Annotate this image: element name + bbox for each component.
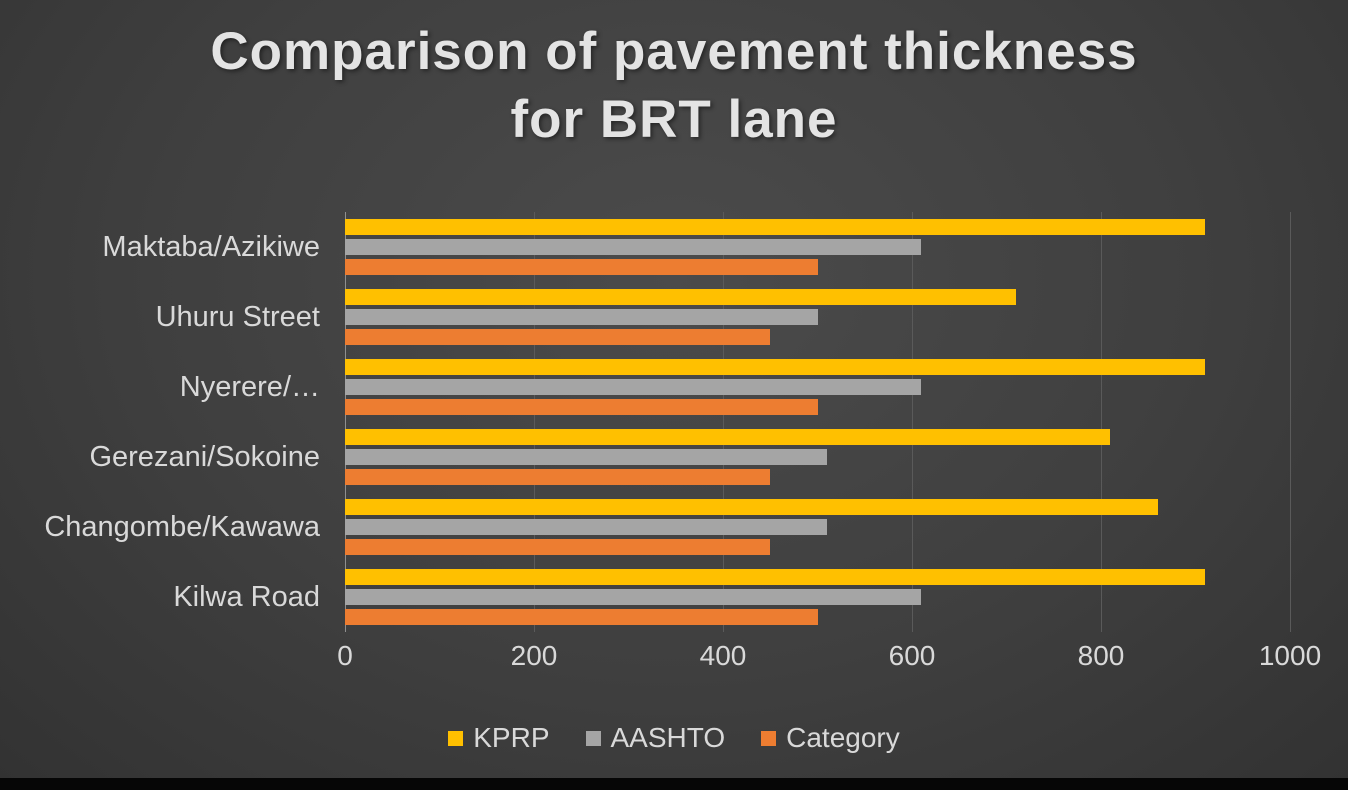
gridline — [723, 212, 724, 632]
bar-aashto — [345, 589, 922, 605]
bar-kprp — [345, 569, 1205, 585]
bar-kprp — [345, 359, 1205, 375]
bar-group — [345, 422, 1290, 492]
legend: KPRP AASHTO Category — [0, 722, 1348, 754]
x-tick-label: 200 — [510, 640, 558, 671]
bar-aashto — [345, 519, 827, 535]
category-label: Uhuru Street — [155, 300, 320, 333]
bar-kprp — [345, 429, 1111, 445]
bar-groups — [345, 212, 1290, 632]
plot-area — [345, 212, 1291, 632]
bar-kprp — [345, 289, 1016, 305]
category-label: Kilwa Road — [173, 580, 320, 613]
bottom-black-strip — [0, 778, 1348, 790]
bar-group — [345, 282, 1290, 352]
gridline — [912, 212, 913, 632]
x-tick-label: 1000 — [1258, 640, 1322, 671]
category-label: Maktaba/Azikiwe — [102, 230, 320, 263]
x-tick-label: 400 — [699, 640, 747, 671]
bar-category — [345, 329, 771, 345]
legend-swatch-category — [761, 730, 777, 746]
gridline — [534, 212, 535, 632]
bar-group — [345, 492, 1290, 562]
bar-category — [345, 539, 771, 555]
category-label: Nyerere/… — [179, 370, 320, 403]
bar-aashto — [345, 449, 827, 465]
bar-group — [345, 212, 1290, 282]
legend-item-aashto: AASHTO — [585, 722, 726, 754]
bar-kprp — [345, 499, 1158, 515]
bar-aashto — [345, 379, 922, 395]
bar-kprp — [345, 219, 1205, 235]
legend-label: AASHTO — [610, 722, 726, 753]
x-tick-label: 800 — [1077, 640, 1125, 671]
legend-item-category: Category — [761, 722, 900, 754]
category-label: Gerezani/Sokoine — [89, 440, 320, 473]
bar-category — [345, 259, 818, 275]
legend-item-kprp: KPRP — [448, 722, 550, 754]
legend-swatch-kprp — [448, 730, 464, 746]
bar-aashto — [345, 309, 818, 325]
bar-category — [345, 469, 771, 485]
x-tick-label: 0 — [337, 640, 353, 671]
chart-title-line-1: Comparison of pavement thickness — [210, 22, 1138, 81]
legend-swatch-aashto — [585, 730, 601, 746]
x-axis: 0 200 400 600 800 1000 — [337, 640, 1321, 676]
bar-chart: Maktaba/Azikiwe Uhuru Street Nyerere/… Gere… — [0, 212, 1348, 632]
bar-group — [345, 352, 1290, 422]
category-label: Changombe/Kawawa — [44, 510, 320, 543]
legend-label: KPRP — [473, 722, 550, 753]
gridline — [1290, 212, 1291, 632]
bar-group — [345, 562, 1290, 632]
category-labels: Maktaba/Azikiwe Uhuru Street Nyerere/… Gere… — [0, 212, 332, 632]
x-tick-label: 600 — [888, 640, 936, 671]
legend-label: Category — [786, 722, 900, 753]
chart-title-line-2: for BRT lane — [510, 89, 838, 149]
chart-title: Comparison of pavement thickness for BRT… — [0, 18, 1348, 154]
bar-aashto — [345, 239, 922, 255]
category-axis-line — [345, 212, 346, 632]
gridline — [1101, 212, 1102, 632]
bar-category — [345, 399, 818, 415]
bar-category — [345, 609, 818, 625]
